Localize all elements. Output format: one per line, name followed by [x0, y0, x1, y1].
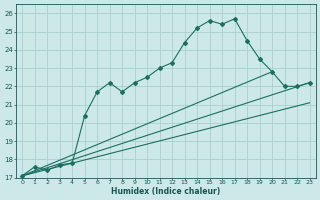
- X-axis label: Humidex (Indice chaleur): Humidex (Indice chaleur): [111, 187, 220, 196]
